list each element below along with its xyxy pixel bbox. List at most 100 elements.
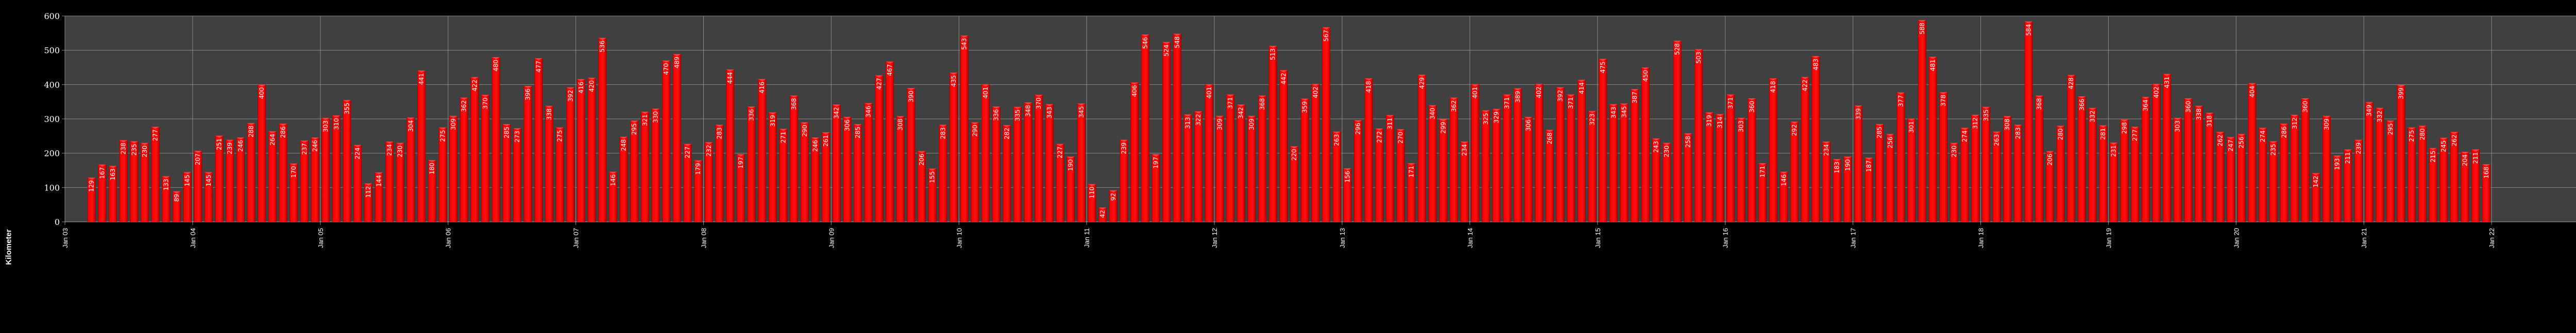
bar: 312 [2290,115,2299,222]
bar-value-label: 368 [2036,98,2043,110]
bar-value-label: 308 [897,119,904,131]
bar-value-label: 567 [1323,30,1330,42]
bar: 145 [204,172,213,222]
bar-value-label: 167 [98,167,106,179]
bar-value-label: 246 [811,140,819,152]
bar: 349 [2365,102,2374,222]
bar: 404 [2248,83,2257,222]
bar-value-label: 322 [1195,114,1202,126]
bar: 275 [2408,127,2416,222]
bar-value-label: 272 [1376,131,1383,143]
bar: 309 [2322,116,2331,222]
bar: 206 [2045,151,2054,222]
bar-value-label: 292 [1791,124,1798,136]
x-tick-label: Jan 15 [1594,228,1602,248]
bar: 364 [2141,97,2150,222]
bar-value-label: 146 [609,174,617,186]
bar: 401 [981,84,990,222]
bar-value-label: 336 [993,109,1000,121]
bar-value-label: 239 [1121,143,1128,154]
bar: 338 [545,106,554,222]
bar: 313 [1183,114,1192,222]
bar-value-label: 336 [748,109,755,121]
bar-value-label: 340 [1429,108,1436,119]
bar-value-label: 543 [961,38,968,50]
bar-value-label: 288 [248,126,255,137]
bar: 180 [428,160,436,222]
bar: 323 [1588,111,1597,222]
bar-value-label: 306 [843,119,851,131]
bar: 283 [2013,125,2022,222]
x-tick-label: Jan 04 [189,228,197,248]
bar-value-label: 332 [2376,111,2383,122]
bar-value-label: 442 [1280,73,1287,84]
bar-value-label: 207 [194,153,201,165]
bar: 368 [2035,95,2044,222]
bar-value-label: 360 [2302,101,2309,113]
bar: 211 [2471,149,2480,222]
bar-value-label: 348 [1025,105,1032,117]
y-tick-label: 200 [44,149,60,159]
bar: 402 [1535,84,1544,222]
bar-value-label: 431 [2163,77,2171,89]
bar: 285 [853,124,862,222]
bar-value-label: 368 [1259,98,1266,110]
bar: 392 [1556,87,1565,222]
bar-value-label: 422 [471,80,478,92]
bar: 396 [523,86,532,222]
bar: 422 [470,77,479,222]
bar-value-label: 246 [237,140,244,152]
bar: 156 [1343,168,1352,222]
bar-value-label: 406 [1131,85,1138,97]
x-tick-label: Jan 11 [1083,228,1091,248]
bar-value-label: 283 [939,127,946,139]
bar: 234 [1460,142,1469,222]
y-tick-label: 500 [44,46,60,56]
bar-value-label: 477 [535,61,542,73]
x-tick-label: Jan 09 [827,228,835,248]
bar-value-label: 290 [801,125,808,137]
bar-value-label: 312 [2291,117,2298,129]
bar-value-label: 283 [716,127,723,139]
bar-value-label: 371 [1227,97,1234,109]
bar-value-label: 311 [1386,118,1394,130]
bar: 450 [1641,67,1650,222]
bar-value-label: 584 [2025,24,2032,36]
bar-value-label: 427 [875,78,883,90]
bar: 197 [1151,154,1160,222]
bar: 275 [555,127,564,222]
bar: 418 [1769,78,1777,222]
bar: 290 [800,122,809,222]
bar-value-label: 414 [1578,82,1585,94]
bar-value-label: 332 [2089,111,2096,122]
bar-value-label: 416 [578,82,585,94]
bar-value-label: 401 [1206,87,1213,99]
bar-value-label: 262 [2451,134,2458,146]
bar-value-label: 296 [1354,123,1362,135]
bar-value-label: 163 [109,168,116,180]
bar-value-label: 230 [141,146,148,157]
bar: 346 [864,103,873,222]
bar: 362 [1449,97,1458,222]
bar-value-label: 318 [2206,115,2213,127]
bar-value-label: 238 [120,143,127,154]
bar-value-label: 220 [1291,149,1298,161]
bar: 303 [321,118,330,222]
bar: 306 [1524,117,1533,222]
bar: 207 [194,151,202,222]
bar: 345 [1620,103,1629,222]
bar-value-label: 377 [1897,95,1905,107]
x-tick-label: Jan 07 [572,228,580,248]
bar: 286 [279,124,287,222]
bar: 418 [1364,78,1373,222]
bar: 366 [2077,96,2086,222]
bar-value-label: 480 [493,60,500,72]
bar: 513 [1268,46,1277,222]
bar: 142 [2312,173,2320,222]
bar: 444 [726,69,735,222]
bar-value-label: 286 [279,126,286,138]
bar: 168 [2482,164,2490,222]
bar-value-label: 402 [1312,86,1319,98]
bar: 360 [1748,98,1756,222]
bar-value-label: 450 [1642,70,1649,82]
